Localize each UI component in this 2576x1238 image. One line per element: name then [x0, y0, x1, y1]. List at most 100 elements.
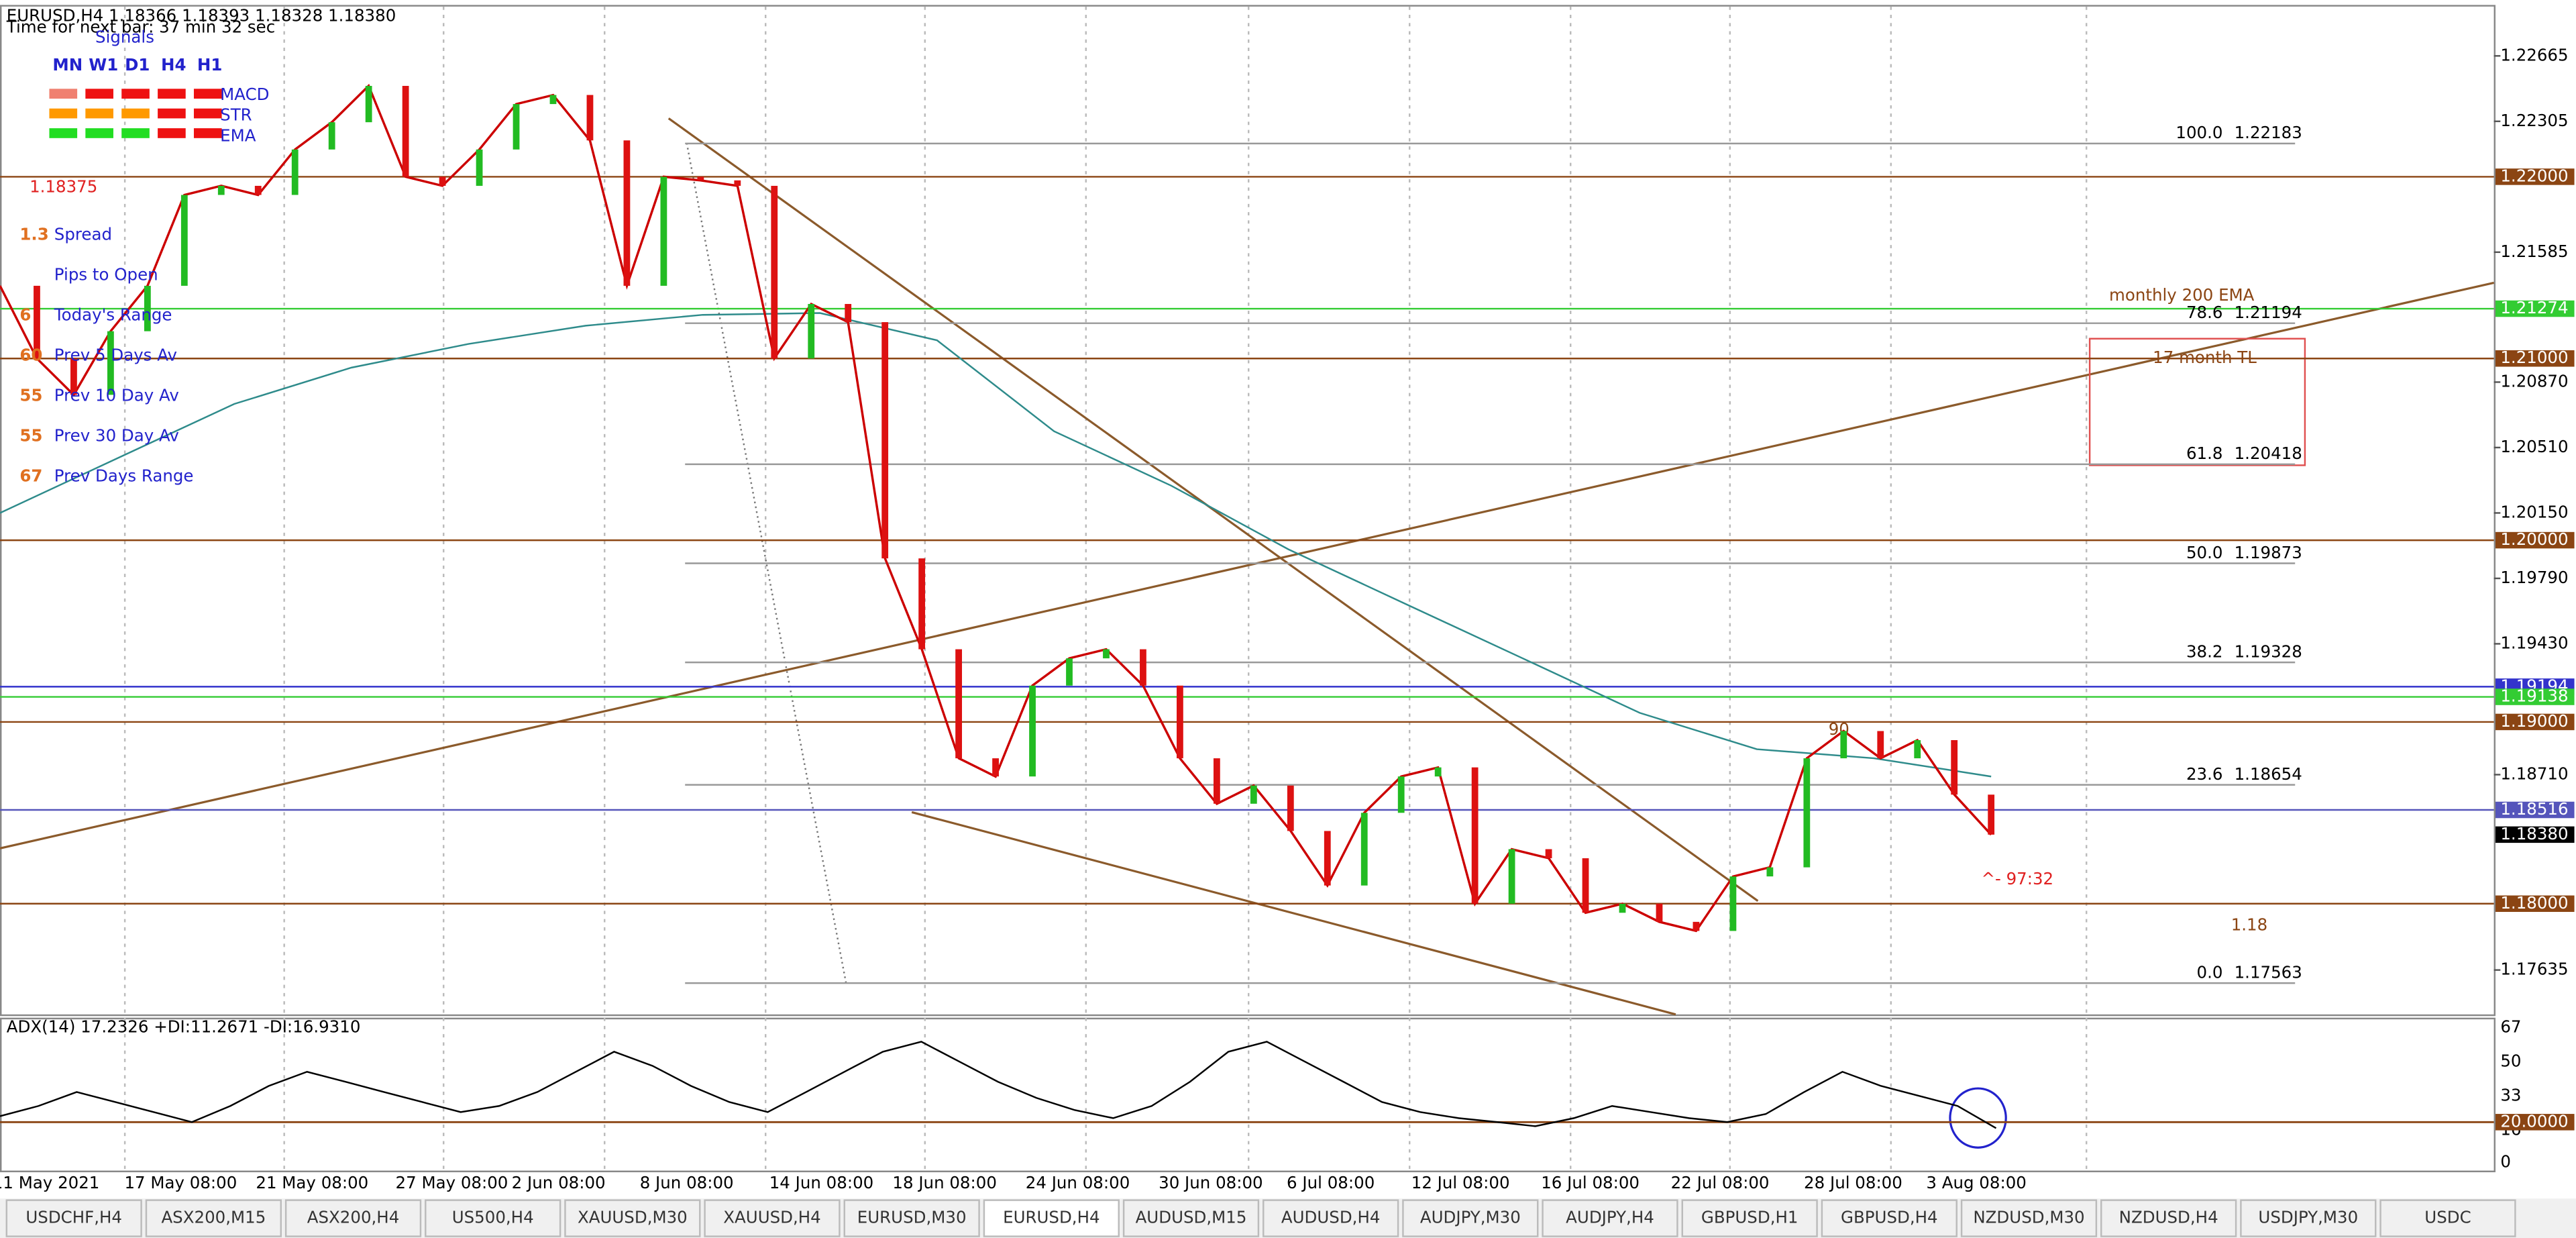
stat-value: 6 — [19, 305, 31, 324]
annotation: 17 month TL — [2153, 348, 2257, 367]
adx-title: ADX(14) 17.2326 +DI:11.2671 -DI:16.9310 — [7, 1017, 361, 1036]
candle — [1656, 903, 1663, 922]
adx-tick-label: 0 — [2500, 1151, 2511, 1171]
fib-price: 1.21194 — [2235, 303, 2302, 322]
candle — [1988, 794, 1995, 835]
tab[interactable] — [1960, 1199, 2098, 1237]
candle — [1360, 813, 1368, 886]
level-label: 1.21000 — [2500, 348, 2568, 367]
candle — [1729, 876, 1737, 931]
timeframe: W1 — [89, 55, 118, 74]
tab-label[interactable]: ASX200,M15 — [161, 1208, 266, 1227]
tab-label[interactable]: USDCHF,H4 — [25, 1208, 122, 1227]
candle — [1029, 685, 1036, 777]
candle — [1619, 903, 1626, 913]
stat-value: 1.3 — [19, 224, 48, 244]
level-label: 1.22000 — [2500, 166, 2568, 185]
time-label: 27 May 08:00 — [396, 1173, 508, 1192]
tab-label[interactable]: NZDUSD,H4 — [2119, 1208, 2218, 1227]
tab-label[interactable]: EURUSD,H4 — [1003, 1208, 1099, 1227]
tab[interactable] — [1263, 1199, 1399, 1237]
tab-label[interactable]: AUDUSD,H4 — [1281, 1208, 1381, 1227]
candle — [1397, 776, 1405, 813]
candle — [1140, 649, 1146, 686]
level-label: 1.20000 — [2500, 529, 2568, 549]
tab[interactable] — [1122, 1199, 1260, 1237]
candle — [328, 122, 335, 150]
tab[interactable] — [1402, 1199, 1539, 1237]
level-tag — [2496, 688, 2575, 705]
tab[interactable] — [564, 1199, 701, 1237]
symbol-header: EURUSD,H4 1.18366 1.18393 1.18328 1.1838… — [7, 5, 396, 25]
adx-level-tag — [2496, 1114, 2575, 1131]
tab-label[interactable]: ASX200,H4 — [307, 1208, 400, 1227]
stat-label: Prev Days Range — [54, 466, 194, 486]
tab[interactable] — [425, 1199, 561, 1237]
highlight-circle — [1949, 1087, 2007, 1149]
candle — [439, 176, 446, 186]
stat-label: Pips to Open — [54, 264, 158, 284]
tab[interactable] — [843, 1199, 980, 1237]
time-label: 17 May 08:00 — [124, 1173, 237, 1192]
tab[interactable] — [5, 1199, 142, 1237]
level-tag — [2496, 168, 2575, 185]
tab-label[interactable]: USDJPY,M30 — [2258, 1208, 2358, 1227]
level-tag — [2496, 350, 2575, 367]
time-label: 22 Jul 08:00 — [1671, 1173, 1770, 1192]
trend-line — [911, 811, 1676, 1016]
annotation: ^- 97:32 — [1981, 869, 2053, 888]
tab[interactable] — [1821, 1199, 1957, 1237]
candle — [70, 358, 77, 395]
tab[interactable] — [1542, 1199, 1678, 1237]
time-label: 14 Jun 08:00 — [769, 1173, 874, 1192]
tab-label[interactable]: AUDJPY,H4 — [1566, 1208, 1654, 1227]
signal-box — [85, 128, 113, 138]
tab[interactable] — [145, 1199, 282, 1237]
tab-label[interactable]: NZDUSD,M30 — [1973, 1208, 2084, 1227]
tab-label[interactable]: XAUUSD,M30 — [578, 1208, 688, 1227]
candle — [1951, 740, 1958, 795]
tab-label[interactable]: USDC — [2424, 1208, 2471, 1227]
tab-label[interactable]: AUDJPY,M30 — [1420, 1208, 1521, 1227]
indicator-label: STR — [220, 105, 252, 125]
indicator-label: EMA — [220, 125, 256, 145]
candle — [1177, 685, 1183, 759]
candle — [1434, 767, 1442, 777]
candle — [586, 95, 594, 141]
tab[interactable] — [704, 1199, 841, 1237]
candle — [845, 303, 852, 323]
tab-label[interactable]: AUDUSD,M15 — [1136, 1208, 1247, 1227]
candle — [1250, 785, 1257, 804]
signal-box — [85, 89, 113, 99]
bar-timer: Time for next bar: 37 min 32 sec — [6, 17, 275, 37]
level-tag — [2496, 531, 2575, 549]
tab[interactable] — [284, 1199, 422, 1237]
signal-box — [158, 108, 186, 119]
tab-label[interactable]: XAUUSD,H4 — [723, 1208, 821, 1227]
timeframe: D1 — [125, 55, 150, 74]
tab-label[interactable]: GBPUSD,H4 — [1841, 1208, 1938, 1227]
chart-frame — [0, 5, 2496, 1017]
level-label: 1.21274 — [2500, 298, 2568, 317]
candle — [1324, 831, 1331, 886]
price-tick-label: 1.22305 — [2500, 111, 2568, 130]
annotation-box — [2088, 338, 2306, 466]
signals-title: Signals — [95, 27, 154, 46]
time-label: 28 Jul 08:00 — [1804, 1173, 1902, 1192]
tab[interactable] — [1681, 1199, 1818, 1237]
tab-label[interactable]: GBPUSD,H1 — [1701, 1208, 1799, 1227]
stat-label: Prev 10 Day Av — [54, 385, 179, 405]
tab[interactable] — [2100, 1199, 2237, 1237]
candle — [365, 85, 372, 123]
price-tick-label: 1.21585 — [2500, 242, 2568, 261]
level-tag — [2496, 895, 2575, 913]
tab[interactable] — [2379, 1199, 2516, 1237]
tab-label[interactable]: US500,H4 — [452, 1208, 534, 1227]
tab[interactable] — [2240, 1199, 2377, 1237]
tab-label[interactable]: EURUSD,M30 — [857, 1208, 967, 1227]
price-tick-label: 1.17635 — [2500, 960, 2568, 979]
candle — [217, 185, 225, 195]
tab[interactable] — [983, 1199, 1120, 1237]
timeframe: H1 — [197, 55, 223, 74]
